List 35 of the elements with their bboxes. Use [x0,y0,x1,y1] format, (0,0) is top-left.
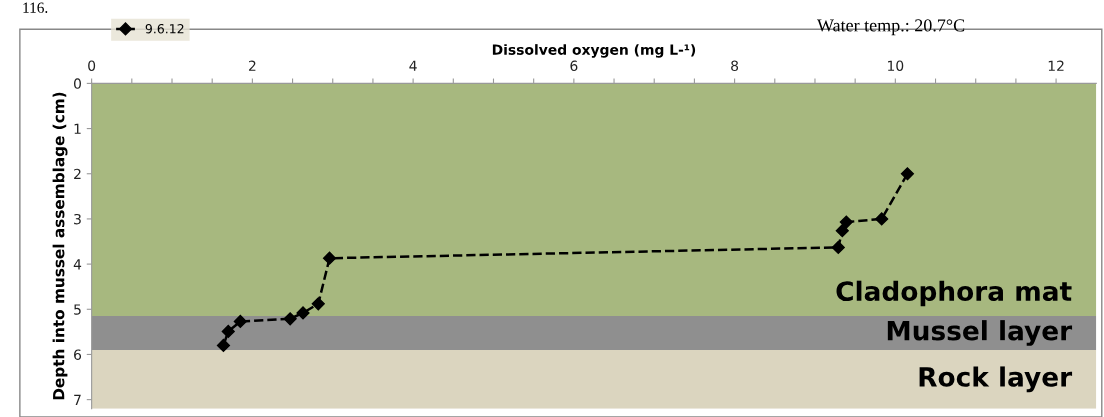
point [283,312,297,326]
x-tick-label: 6 [570,60,578,71]
point [839,215,853,229]
point [900,167,914,181]
x-tick-label: 12 [1048,60,1064,71]
x-tick-label: 0 [88,60,96,71]
point [831,240,845,254]
y-tick-label: 7 [74,394,81,405]
legend-label: 9.6.12 [145,23,184,34]
y-axis-title: Depth into mussel assemblage (cm) [52,92,68,400]
point [221,324,235,338]
band-label: Rock layer [919,366,1073,393]
point [296,306,310,320]
y-tick-label: 6 [74,349,82,360]
band-label: Mussel layer [887,320,1073,346]
y-tick-label: 4 [73,259,82,270]
y-tick-label: 3 [74,213,81,225]
band-label: Cladophora mat [836,280,1072,307]
x-axis-title: Dissolved oxygen (mg L-¹) [492,44,696,58]
x-tick-label: 8 [731,60,739,71]
point [311,297,325,311]
y-tick-label: 1 [74,123,81,134]
point [875,212,889,226]
y-tick-label: 2 [74,168,81,180]
text: 116. [23,2,48,13]
point [322,251,337,265]
x-tick-label: 2 [248,60,256,71]
x-tick-label: 10 [888,60,904,71]
point [233,314,247,329]
point [216,338,231,353]
text: Water temp.: 20.7°C [816,19,965,36]
y-tick-label: 5 [74,304,81,315]
y-tick-label: 0 [73,78,81,89]
point [835,224,849,238]
x-tick-label: 4 [409,60,417,71]
